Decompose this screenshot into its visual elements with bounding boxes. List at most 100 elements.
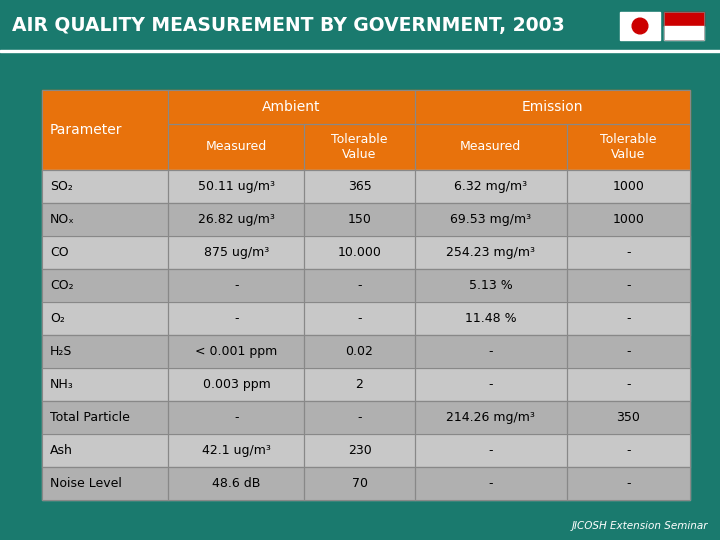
Text: -: - — [234, 411, 238, 424]
Text: Measured: Measured — [460, 140, 521, 153]
Bar — [42, 401, 168, 434]
Text: -: - — [488, 378, 493, 391]
Bar — [42, 203, 168, 236]
Bar — [567, 124, 690, 170]
Bar — [42, 170, 168, 203]
Text: NH₃: NH₃ — [50, 378, 73, 391]
Bar — [42, 335, 168, 368]
Bar — [415, 368, 567, 401]
Bar — [415, 302, 567, 335]
Bar — [168, 90, 415, 124]
Bar — [305, 467, 415, 500]
Bar — [567, 368, 690, 401]
Bar — [42, 236, 168, 269]
Bar — [42, 269, 168, 302]
Text: Measured: Measured — [206, 140, 267, 153]
Text: -: - — [626, 246, 631, 259]
Bar — [415, 236, 567, 269]
Circle shape — [632, 18, 648, 34]
Text: 0.003 ppm: 0.003 ppm — [202, 378, 270, 391]
Bar — [415, 124, 567, 170]
Text: -: - — [234, 279, 238, 292]
Bar — [305, 302, 415, 335]
Bar — [42, 90, 168, 170]
Bar — [305, 236, 415, 269]
Bar — [0, 50, 720, 52]
Text: 1000: 1000 — [613, 180, 644, 193]
Bar — [305, 203, 415, 236]
Bar — [0, 0, 720, 52]
Text: CO₂: CO₂ — [50, 279, 73, 292]
Text: SO₂: SO₂ — [50, 180, 73, 193]
Text: -: - — [357, 312, 361, 325]
Bar — [42, 302, 168, 335]
Text: 11.48 %: 11.48 % — [465, 312, 516, 325]
Bar — [415, 236, 567, 269]
Text: 70: 70 — [351, 477, 367, 490]
Text: 48.6 dB: 48.6 dB — [212, 477, 261, 490]
Text: 365: 365 — [348, 180, 372, 193]
Bar — [415, 124, 567, 170]
Bar — [42, 269, 168, 302]
Text: 2: 2 — [356, 378, 364, 391]
Bar — [168, 236, 305, 269]
Text: -: - — [626, 378, 631, 391]
Bar — [168, 335, 305, 368]
Bar — [415, 170, 567, 203]
Bar — [664, 12, 704, 26]
Bar — [567, 302, 690, 335]
Text: 6.32 mg/m³: 6.32 mg/m³ — [454, 180, 527, 193]
Bar — [567, 203, 690, 236]
Bar — [415, 203, 567, 236]
Text: -: - — [626, 279, 631, 292]
Bar — [42, 170, 168, 203]
Bar — [168, 124, 305, 170]
Bar — [415, 434, 567, 467]
Bar — [415, 401, 567, 434]
Bar — [168, 269, 305, 302]
Bar — [567, 467, 690, 500]
Text: -: - — [626, 312, 631, 325]
Text: 1000: 1000 — [613, 213, 644, 226]
Bar — [305, 434, 415, 467]
Bar — [567, 401, 690, 434]
Bar — [567, 434, 690, 467]
Bar — [415, 467, 567, 500]
Bar — [567, 124, 690, 170]
Bar — [305, 335, 415, 368]
Bar — [168, 236, 305, 269]
Bar — [305, 335, 415, 368]
Text: 50.11 ug/m³: 50.11 ug/m³ — [198, 180, 275, 193]
Text: Emission: Emission — [521, 100, 583, 114]
Bar — [42, 467, 168, 500]
Bar — [415, 90, 690, 124]
Bar — [305, 401, 415, 434]
Text: Tolerable
Value: Tolerable Value — [331, 133, 388, 161]
Bar — [415, 203, 567, 236]
Bar — [305, 124, 415, 170]
Bar — [42, 467, 168, 500]
Bar — [168, 170, 305, 203]
Text: < 0.001 ppm: < 0.001 ppm — [195, 345, 277, 358]
Bar — [567, 368, 690, 401]
Bar — [415, 434, 567, 467]
Bar — [168, 335, 305, 368]
Text: 350: 350 — [616, 411, 640, 424]
Bar — [42, 90, 168, 170]
Text: 5.13 %: 5.13 % — [469, 279, 513, 292]
Bar — [168, 203, 305, 236]
Bar — [664, 26, 704, 40]
Text: -: - — [488, 444, 493, 457]
Text: -: - — [488, 345, 493, 358]
Bar — [168, 368, 305, 401]
Bar — [305, 302, 415, 335]
Text: CO: CO — [50, 246, 68, 259]
Bar — [305, 124, 415, 170]
Bar — [305, 269, 415, 302]
Text: 26.82 ug/m³: 26.82 ug/m³ — [198, 213, 275, 226]
Text: NOₓ: NOₓ — [50, 213, 75, 226]
Bar — [567, 203, 690, 236]
Bar — [567, 302, 690, 335]
Bar — [305, 368, 415, 401]
Bar — [168, 302, 305, 335]
